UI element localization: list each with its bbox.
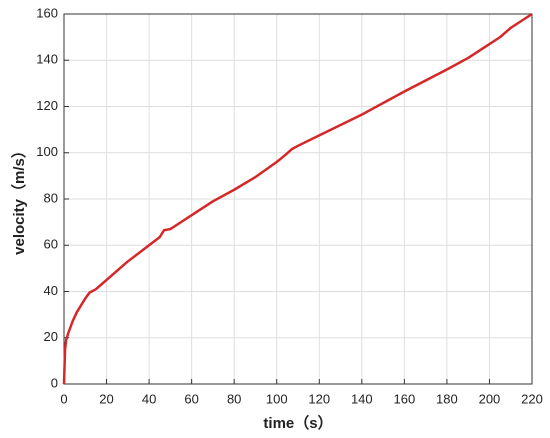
x-tick-label: 200 (479, 391, 501, 406)
y-tick-label: 20 (44, 329, 58, 344)
x-tick-label: 220 (521, 391, 543, 406)
y-tick-label: 80 (44, 190, 58, 205)
y-tick-label: 60 (44, 237, 58, 252)
y-tick-label: 160 (36, 5, 58, 20)
x-tick-label: 100 (266, 391, 288, 406)
x-tick-label: 80 (227, 391, 241, 406)
x-tick-label: 20 (99, 391, 113, 406)
x-tick-label: 160 (394, 391, 416, 406)
y-tick-label: 0 (51, 375, 58, 390)
data-line (62, 12, 533, 385)
x-tick-label: 0 (60, 391, 67, 406)
plot-frame (63, 13, 533, 385)
x-axis-label: time（s） (263, 414, 332, 432)
x-tick-label: 140 (351, 391, 373, 406)
x-tick-label: 60 (184, 391, 198, 406)
y-tick-label: 140 (36, 52, 58, 67)
y-axis-label: velocity（m/s） (10, 143, 28, 255)
x-tick-label: 120 (308, 391, 330, 406)
y-tick-label: 100 (36, 144, 58, 159)
y-tick-label: 40 (44, 283, 58, 298)
x-tick-label: 40 (142, 391, 156, 406)
y-tick-label: 120 (36, 98, 58, 113)
x-tick-label: 180 (436, 391, 458, 406)
